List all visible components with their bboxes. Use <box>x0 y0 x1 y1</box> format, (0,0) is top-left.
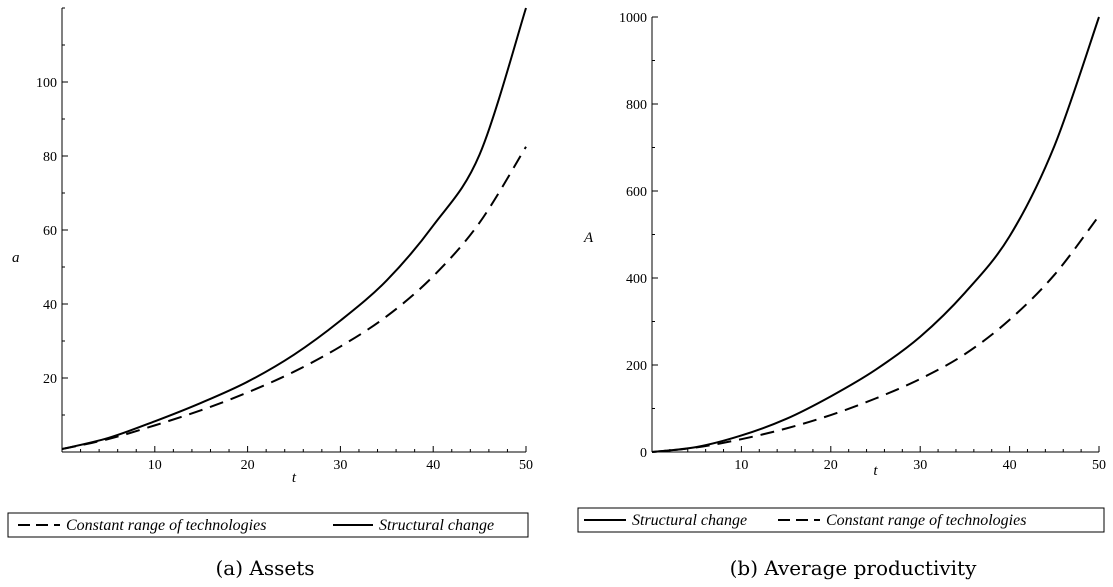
x-axis-label: t <box>873 463 878 479</box>
panel-caption: (b) Average productivity <box>730 556 977 580</box>
x-tick-label: 50 <box>1092 458 1106 473</box>
y-tick-label: 400 <box>626 272 647 287</box>
y-tick-label: 40 <box>43 298 57 313</box>
structural-change-line <box>651 16 1100 453</box>
y-tick-label: 1000 <box>619 11 647 26</box>
structural-change-line <box>61 7 527 451</box>
legend-label: Structural change <box>379 517 494 534</box>
y-axis-label: a <box>12 250 20 266</box>
legend: Structural change Constant range of tech… <box>577 507 1105 533</box>
x-tick-label: 40 <box>426 458 440 473</box>
y-tick-label: 200 <box>626 359 647 374</box>
y-tick-label: 100 <box>36 76 57 91</box>
axis-ticks <box>652 16 1100 452</box>
x-tick-label: 20 <box>824 458 838 473</box>
x-axis-label: t <box>292 470 297 486</box>
legend-label: Constant range of technologies <box>66 517 266 534</box>
legend-label: Constant range of technologies <box>826 512 1026 529</box>
constant-range-line <box>61 146 527 451</box>
tick-labels: 10 20 30 40 50 20 40 60 80 100 <box>36 76 533 473</box>
y-tick-label: 800 <box>626 98 647 113</box>
assets-panel: 10 20 30 40 50 20 40 60 80 100 t a Constant range… <box>7 7 533 580</box>
series-lines <box>651 16 1100 453</box>
y-tick-label: 80 <box>43 150 57 165</box>
average-productivity-panel: 10 20 30 40 50 0 200 400 600 800 1000 t A Structur… <box>577 11 1106 580</box>
legend-box <box>577 507 1105 533</box>
tick-labels: 10 20 30 40 50 0 200 400 600 800 1000 <box>619 11 1106 473</box>
y-tick-label: 600 <box>626 185 647 200</box>
x-tick-label: 30 <box>333 458 347 473</box>
y-axis-label: A <box>583 230 594 246</box>
legend: Constant range of technologies Structura… <box>7 512 529 538</box>
axis-ticks <box>62 7 527 452</box>
x-tick-label: 30 <box>913 458 927 473</box>
legend-label: Structural change <box>632 512 747 529</box>
x-tick-label: 10 <box>148 458 162 473</box>
panel-caption: (a) Assets <box>216 556 315 580</box>
constant-range-line <box>651 215 1100 453</box>
y-tick-label: 0 <box>640 446 647 461</box>
x-tick-label: 40 <box>1003 458 1017 473</box>
x-tick-label: 50 <box>519 458 533 473</box>
x-tick-label: 10 <box>734 458 748 473</box>
series-lines <box>61 7 527 451</box>
legend-box <box>7 512 529 538</box>
y-tick-label: 20 <box>43 372 57 387</box>
y-tick-label: 60 <box>43 224 57 239</box>
x-tick-label: 20 <box>241 458 255 473</box>
